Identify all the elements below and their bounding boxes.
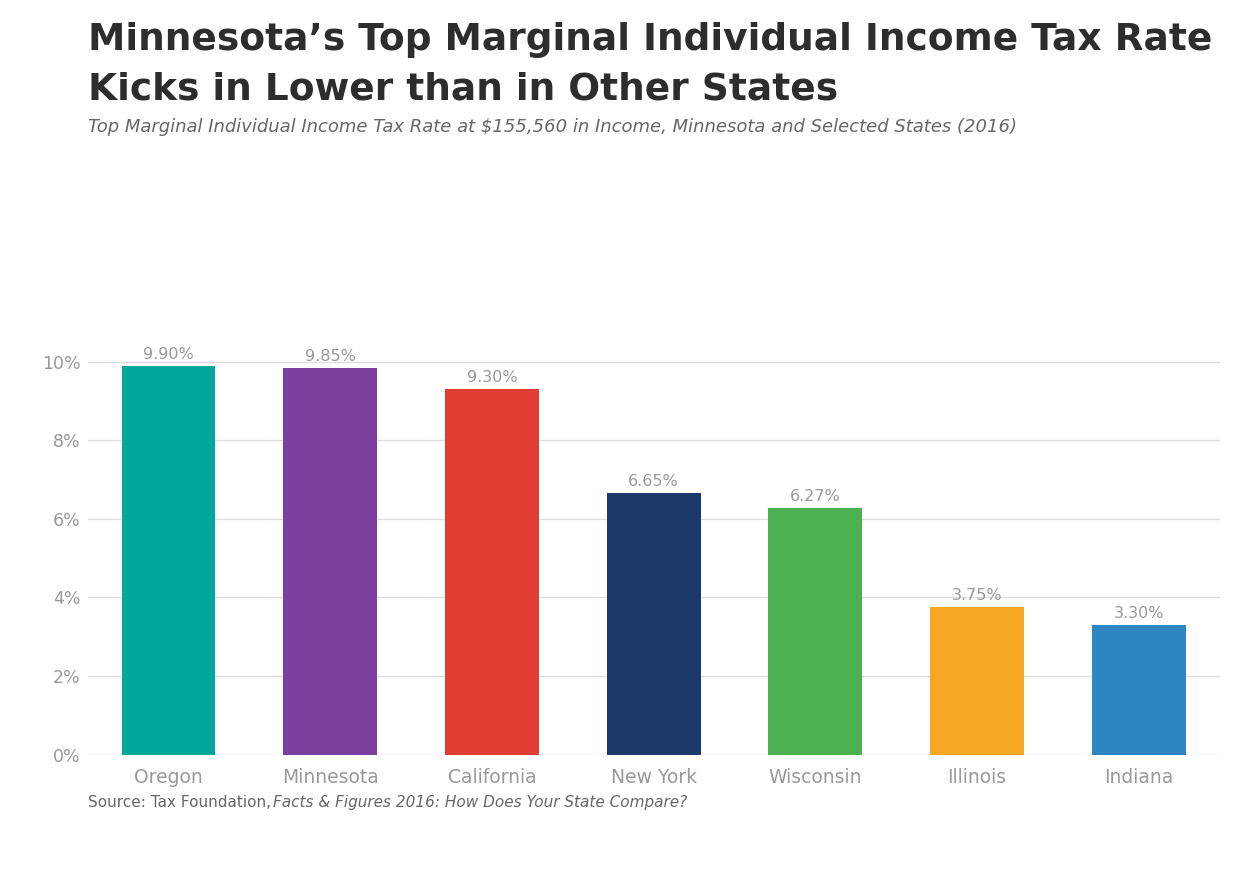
Text: @TaxFoundation: @TaxFoundation [1060, 850, 1220, 869]
Text: 6.27%: 6.27% [791, 489, 841, 505]
Text: 9.30%: 9.30% [467, 371, 517, 386]
Bar [1092, 625, 1186, 755]
Bar [768, 508, 862, 755]
Bar [445, 389, 539, 755]
Text: 9.90%: 9.90% [143, 346, 194, 362]
Bar [931, 607, 1025, 755]
Text: Source: Tax Foundation,: Source: Tax Foundation, [88, 795, 275, 810]
Text: Kicks in Lower than in Other States: Kicks in Lower than in Other States [88, 71, 838, 107]
Text: Minnesota’s Top Marginal Individual Income Tax Rate: Minnesota’s Top Marginal Individual Inco… [88, 22, 1212, 58]
Bar [121, 366, 215, 755]
Bar [283, 368, 377, 755]
Text: Top Marginal Individual Income Tax Rate at $155,560 in Income, Minnesota and Sel: Top Marginal Individual Income Tax Rate … [88, 118, 1017, 136]
Text: Facts & Figures 2016: How Does Your State Compare?: Facts & Figures 2016: How Does Your Stat… [273, 795, 687, 810]
Text: 6.65%: 6.65% [628, 474, 679, 489]
Bar [607, 494, 701, 755]
Text: 9.85%: 9.85% [305, 349, 355, 363]
Text: TAX FOUNDATION: TAX FOUNDATION [31, 847, 266, 872]
Text: 3.30%: 3.30% [1113, 606, 1165, 621]
Text: 3.75%: 3.75% [952, 588, 1002, 604]
